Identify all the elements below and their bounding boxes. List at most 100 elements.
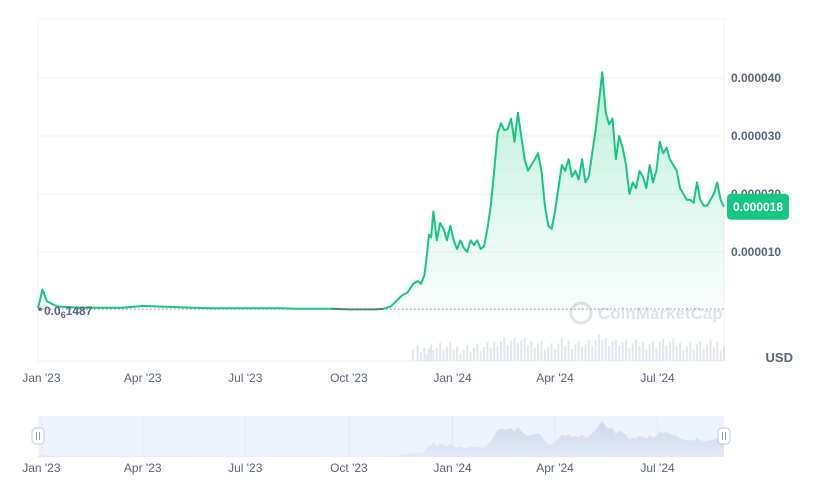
navigator-x-tick-label: Jul '24 [640,461,675,475]
navigator-x-axis-ticks: Jan '23 Apr '23 Jul '23 Oct '23 Jan '24 Apr '… [22,461,675,475]
volume-bar [611,341,614,361]
x-axis-ticks: Jan '23 Apr '23 Jul '23 Oct '23 Jan '24 Apr '… [22,371,675,385]
navigator-left-handle-box[interactable] [31,427,45,445]
volume-bar [662,338,665,361]
navigator-x-tick-label: Apr '24 [536,461,574,475]
volume-bar [706,344,709,361]
volume-bar [577,341,580,361]
y-tick-label: 0.000010 [731,245,781,259]
volume-bar [712,347,715,361]
currency-label: USD [766,350,793,365]
volume-bar [655,347,658,361]
navigator-right-handle-box[interactable] [717,427,731,445]
volume-bar [608,345,611,361]
volume-bar [520,340,523,361]
volume-bar [412,349,415,361]
volume-bar [530,341,533,361]
volume-bar [621,342,624,361]
volume-bar [466,345,469,361]
volume-bar [543,349,546,361]
plot-frame [37,18,725,362]
volume-bar [469,351,472,361]
volume-bar [462,349,465,361]
volume-bar [439,342,442,361]
volume-bar [594,340,597,361]
volume-bar [652,341,655,361]
volume-bar [628,348,631,361]
x-tick-label: Apr '24 [536,371,574,385]
volume-bar [486,342,489,361]
x-tick-label: Jul '23 [228,371,263,385]
volume-bar [631,343,634,361]
volume-bar [499,341,502,361]
volume-bar [668,341,671,361]
volume-bar [601,339,604,361]
volume-bar [658,341,661,361]
volume-bar [692,349,695,361]
navigator-left-handle[interactable] [31,427,45,445]
volume-bar [432,350,435,361]
volume-bar [614,339,617,361]
volume-bars [412,334,725,361]
x-tick-label: Apr '23 [124,371,162,385]
volume-bar [581,346,584,361]
volume-bar [445,346,448,361]
volume-bar [709,340,712,361]
volume-bar [459,352,462,361]
price-area [38,72,724,310]
volume-bar [510,340,513,361]
volume-bar [493,341,496,361]
volume-bar [699,341,702,361]
baseline-marker [38,307,42,311]
x-tick-label: Jan '24 [433,371,472,385]
navigator-x-tick-label: Jan '23 [22,461,61,475]
volume-bar [665,345,668,361]
volume-bar [702,348,705,361]
volume-bar [689,342,692,361]
volume-bar [550,343,553,361]
y-tick-label: 0.000030 [731,129,781,143]
volume-bar [503,338,506,361]
navigator-right-handle[interactable] [717,427,731,445]
volume-bar [456,346,459,361]
volume-bar [682,350,685,361]
volume-bar [423,347,426,361]
volume-bar [483,347,486,361]
volume-bar [685,346,688,361]
volume-bar [489,347,492,361]
range-navigator[interactable] [31,416,731,457]
volume-bar [560,338,563,361]
volume-bar [625,339,627,361]
volume-bar [435,347,438,361]
volume-bar [537,343,540,361]
volume-bar [554,349,557,361]
volume-bar [547,346,550,361]
volume-bar [635,339,638,361]
volume-bar [723,346,725,361]
volume-bar [679,342,682,361]
x-tick-label: Jul '24 [640,371,675,385]
y-tick-label: 0.000040 [731,71,781,85]
volume-bar [719,350,722,361]
navigator-x-tick-label: Jul '23 [228,461,263,475]
navigator-area [38,420,724,457]
volume-bar [506,345,509,361]
volume-bar [587,339,590,361]
volume-bar [641,341,644,361]
volume-bar [419,352,422,361]
volume-bar [574,344,577,361]
volume-bar [476,343,479,361]
volume-bar [472,348,475,361]
volume-bar [716,342,719,361]
navigator-x-tick-label: Apr '23 [124,461,162,475]
navigator-x-tick-label: Jan '24 [433,461,472,475]
volume-bar [533,347,536,361]
volume-bar [513,337,516,361]
volume-bar [570,348,573,361]
volume-bar [591,345,594,361]
volume-bar [618,345,621,361]
volume-bar [567,340,570,361]
